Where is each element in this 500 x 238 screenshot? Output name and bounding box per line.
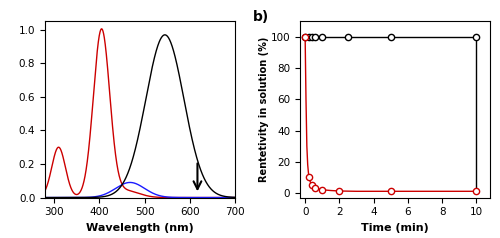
Text: b): b) [252, 10, 269, 24]
Y-axis label: Rentetivity in solution (%): Rentetivity in solution (%) [260, 37, 270, 182]
X-axis label: Time (min): Time (min) [361, 223, 429, 233]
X-axis label: Wavelength (nm): Wavelength (nm) [86, 223, 194, 233]
